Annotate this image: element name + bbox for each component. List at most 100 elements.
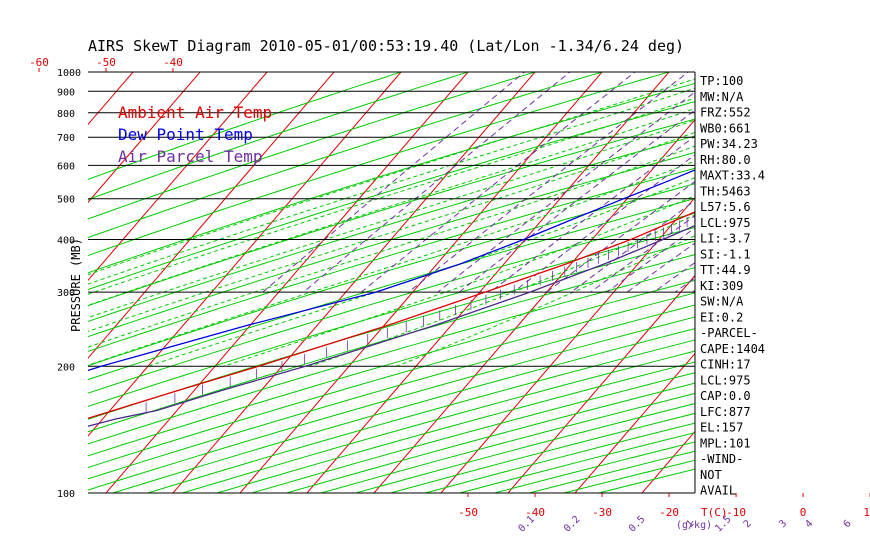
pressure-tick-label: 500 [57, 195, 75, 206]
index-item: RH:80.0 [700, 153, 751, 167]
bottom-temp-tick-label: -10 [726, 506, 746, 519]
bottom-temp-tick-label: -20 [659, 506, 679, 519]
mixing-ratio-unit-label: (g/kg) [676, 520, 712, 531]
moist-adiabat-line [88, 145, 695, 348]
dry-adiabat-line [88, 118, 695, 307]
dry-adiabat-line [88, 226, 695, 407]
top-temp-tick-label: -50 [96, 56, 116, 69]
legend-item: Air Parcel Temp [118, 147, 263, 166]
index-item: AVAIL [700, 484, 736, 498]
isotherm-line [105, 72, 469, 493]
dry-adiabat-line [286, 382, 695, 493]
dry-adiabat-line [88, 267, 695, 445]
dry-adiabat-line [88, 240, 695, 420]
mixing-ratio-label: 0.2 [562, 514, 583, 535]
moist-adiabat-line [88, 78, 695, 276]
isotherm-line [88, 72, 268, 281]
moist-adiabat-line [88, 160, 695, 366]
index-item: CAP:0.0 [700, 389, 751, 403]
temp-axis-label: T(C) [701, 506, 728, 519]
index-item: NOT [700, 468, 722, 482]
dry-adiabat-line [355, 403, 695, 493]
index-item: CAPE:1404 [700, 342, 765, 356]
moist-adiabat-line [309, 214, 695, 367]
index-item: SW:N/A [700, 295, 744, 309]
index-item: TH:5463 [700, 184, 751, 198]
dry-adiabat-line [494, 441, 695, 493]
bottom-temp-tick-label: 10 [863, 506, 870, 519]
mixing-ratio-label: 6 [842, 518, 854, 530]
mixing-ratio-label: 3 [777, 518, 789, 530]
dry-adiabat-line [88, 304, 695, 480]
y-axis-label: PRESSURE (MB) [69, 238, 83, 332]
isotherm-line [0, 63, 7, 502]
pressure-tick-label: 900 [57, 87, 75, 98]
dry-adiabat-line [88, 135, 695, 323]
dry-adiabat-line [88, 212, 695, 394]
mixing-ratio-label: 0.5 [627, 514, 648, 535]
isotherm-line [641, 430, 695, 493]
index-item: CINH:17 [700, 358, 751, 372]
chart-title: AIRS SkewT Diagram 2010-05-01/00:53:19.4… [88, 37, 684, 55]
dry-adiabat-line [88, 72, 470, 201]
moist-adiabat-line [88, 131, 695, 332]
index-item: LCL:975 [700, 216, 751, 230]
cape-hatching [145, 213, 695, 413]
index-item: EI:0.2 [700, 310, 743, 324]
pressure-tick-label: 100 [57, 489, 75, 500]
dry-adiabat-line [88, 72, 403, 180]
index-item: MPL:101 [700, 436, 751, 450]
index-item: PW:34.23 [700, 137, 758, 151]
dry-adiabat-line [88, 72, 671, 257]
isotherm-line [88, 72, 335, 359]
index-item: SI:-1.1 [700, 247, 751, 261]
pressure-tick-label: 1000 [57, 68, 81, 79]
dry-adiabat-line [88, 198, 695, 381]
mixing-ratio-line [437, 91, 695, 293]
dry-adiabat-line [88, 254, 695, 433]
pressure-tick-label: 700 [57, 133, 75, 144]
index-item: EL:157 [700, 421, 743, 435]
isotherm-line [172, 72, 536, 493]
index-item: LCL:975 [700, 373, 751, 387]
isotherm-line [0, 63, 74, 502]
profile-lines [88, 169, 695, 427]
moist-adiabat-line [88, 97, 695, 295]
mixing-ratio-line [262, 72, 526, 293]
index-item: TT:44.9 [700, 263, 751, 277]
dry-adiabat-line [88, 72, 604, 239]
mixing-ratio-line [490, 135, 695, 293]
isotherm-line [440, 196, 695, 493]
isotherm-line [88, 72, 201, 204]
isotherm-line [306, 72, 670, 493]
isotherm-line [768, 63, 870, 502]
bottom-temp-tick-label: 0 [800, 506, 807, 519]
index-item: MW:N/A [700, 90, 744, 104]
dry-adiabat-line [88, 316, 695, 491]
index-item: -WIND- [700, 452, 743, 466]
top-temp-tick-label: -60 [29, 56, 49, 69]
dewpoint-temp-line [88, 169, 695, 372]
index-item: FRZ:552 [700, 106, 751, 120]
mixing-ratio-label: 4 [803, 518, 815, 530]
dry-adiabat-line [88, 183, 695, 367]
mixing-ratio-line [512, 154, 695, 293]
mixing-ratio-line [303, 72, 571, 293]
bottom-temp-tick-label: -40 [525, 506, 545, 519]
dry-adiabat-line [251, 372, 695, 493]
parcel-temp-line [88, 224, 695, 427]
index-item: L57:5.6 [700, 200, 751, 214]
legend-item: Dew Point Temp [118, 125, 253, 144]
bottom-temp-tick-label: -30 [592, 506, 612, 519]
bottom-temp-tick-label: -50 [458, 506, 478, 519]
dry-adiabat-line [88, 101, 695, 291]
pressure-tick-label: 800 [57, 109, 75, 120]
mixing-ratio-line [546, 180, 695, 293]
moist-adiabat-line [88, 87, 695, 285]
mixing-ratio-line [590, 214, 695, 293]
legend-item: Ambient Air Temp [118, 103, 272, 122]
mixing-ratio-line [606, 227, 695, 293]
dry-adiabat-line [88, 279, 695, 457]
index-item: WB0:661 [700, 121, 751, 135]
